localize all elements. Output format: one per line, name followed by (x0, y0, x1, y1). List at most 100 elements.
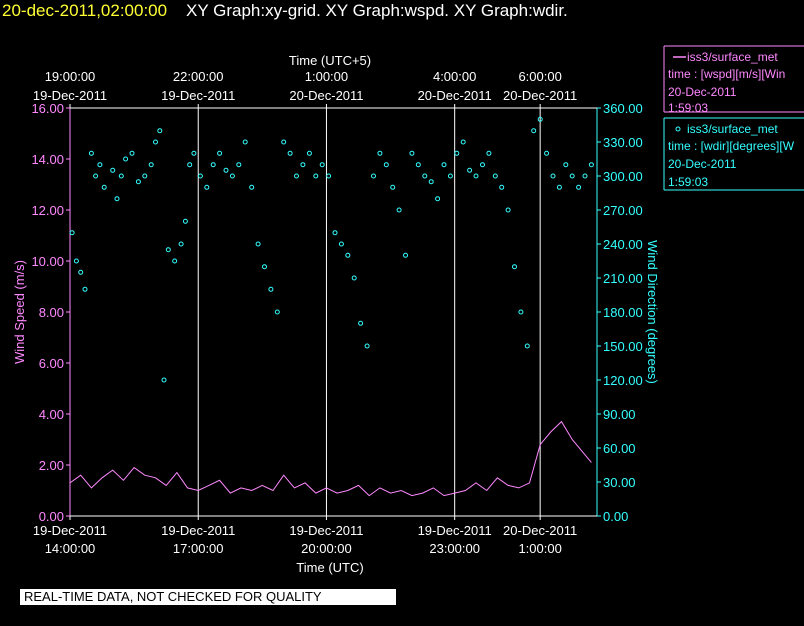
top-tick-time-3: 4:00:00 (433, 69, 476, 84)
graph-header: 20-dec-2011,02:00:00 XY Graph:xy-grid. X… (2, 1, 568, 21)
series-wdir-point-81 (556, 184, 562, 190)
series-wdir-point-22 (182, 218, 188, 224)
series-wdir-point-45 (326, 173, 332, 179)
series-wdir-point-63 (441, 162, 447, 168)
bottom-tick-date-1: 19-Dec-2011 (161, 523, 235, 538)
series-wdir-point-39 (287, 150, 293, 156)
series-wdir-point-37 (274, 309, 280, 315)
series-wdir-point-48 (345, 252, 351, 258)
series-wdir-point-56 (396, 207, 402, 213)
left-tick-label-0: 0.00 (39, 509, 64, 524)
bottom-axis-label: Time (UTC) (296, 560, 363, 575)
series-wdir-point-60 (422, 173, 428, 179)
legend-wdir-swatch (675, 126, 681, 132)
series-wdir-point-47 (338, 241, 344, 247)
right-tick-label-10: 300.00 (603, 169, 643, 184)
left-tick-label-2: 4.00 (39, 407, 64, 422)
series-wdir-point-23 (187, 162, 193, 168)
series-wdir-point-25 (197, 173, 203, 179)
series-wdir-point-82 (563, 162, 569, 168)
series-wdir-point-76 (524, 343, 530, 349)
right-tick-label-2: 60.00 (603, 441, 636, 456)
right-tick-label-6: 180.00 (603, 305, 643, 320)
bottom-tick-time-2: 20:00:00 (301, 541, 352, 556)
series-wdir-point-27 (210, 162, 216, 168)
series-wdir-point-44 (319, 162, 325, 168)
series-wdir-point-40 (294, 173, 299, 179)
series-wdir-point-1 (73, 258, 79, 264)
series-wdir-point-80 (550, 173, 556, 179)
series-wdir-point-31 (236, 162, 242, 168)
left-tick-label-8: 16.00 (31, 101, 64, 116)
bottom-tick-time-3: 23:00:00 (429, 541, 480, 556)
series-wdir-point-65 (454, 150, 460, 156)
top-tick-date-4: 20-Dec-2011 (503, 88, 577, 103)
left-tick-label-1: 2.00 (39, 458, 64, 473)
top-tick-time-2: 1:00:00 (305, 69, 348, 84)
left-tick-label-5: 10.00 (31, 254, 64, 269)
right-tick-label-12: 360.00 (603, 101, 643, 116)
right-axis-label: Wind Direction (degrees) (645, 240, 660, 384)
series-wdir-point-15 (148, 162, 154, 168)
series-wdir-point-38 (281, 139, 287, 145)
series-wdir-point-86 (588, 162, 594, 168)
series-wdir-point-67 (467, 167, 473, 173)
legend-wdir-line1: iss3/surface_met (687, 122, 778, 136)
series-wdir-point-49 (351, 275, 357, 281)
legend-wspd-line2: time : [wspd][m/s][Win (668, 67, 785, 81)
right-tick-label-1: 30.00 (603, 475, 636, 490)
series-wdir-point-41 (300, 162, 306, 168)
header-timestamp: 20-dec-2011,02:00:00 (2, 1, 168, 20)
series-wdir-point-84 (576, 184, 582, 190)
legend-wdir-line3: 20-Dec-2011 (668, 157, 737, 171)
legend-wdir-line4: 1:59:03 (668, 175, 708, 189)
series-wdir-point-14 (142, 173, 148, 179)
right-tick-label-5: 150.00 (603, 339, 643, 354)
right-tick-label-4: 120.00 (603, 373, 643, 388)
top-tick-date-0: 19-Dec-2011 (33, 88, 107, 103)
top-tick-time-4: 6:00:00 (518, 69, 561, 84)
series-wdir-point-77 (531, 128, 537, 134)
series-wdir-point-32 (242, 139, 248, 145)
top-tick-date-1: 19-Dec-2011 (161, 88, 235, 103)
series-wdir-point-34 (255, 241, 261, 247)
legend-wspd-line3: 20-Dec-2011 (668, 85, 737, 99)
series-wdir-point-26 (204, 184, 210, 190)
series-wdir-point-53 (377, 150, 383, 156)
legend-wdir-line2: time : [wdir][degrees][W (668, 139, 795, 153)
series-wdir-point-78 (537, 116, 543, 122)
series-wdir-point-5 (93, 173, 99, 179)
bottom-tick-date-2: 19-Dec-2011 (289, 523, 363, 538)
right-tick-label-7: 210.00 (603, 271, 643, 286)
legend-wspd-line4: 1:59:03 (668, 101, 708, 115)
series-wdir-point-33 (249, 184, 255, 190)
bottom-tick-time-1: 17:00:00 (173, 541, 224, 556)
series-wdir-point-18 (161, 377, 167, 383)
series-wdir-point-42 (306, 150, 312, 156)
series-wdir-point-75 (518, 309, 524, 315)
series-wdir-point-24 (191, 150, 197, 156)
series-wdir-point-3 (82, 286, 88, 292)
series-wdir-point-55 (390, 184, 396, 190)
bottom-tick-date-3: 19-Dec-2011 (418, 523, 492, 538)
right-tick-label-8: 240.00 (603, 237, 643, 252)
series-wdir-point-10 (118, 173, 124, 179)
series-wdir-point-73 (505, 207, 511, 213)
top-tick-date-2: 20-Dec-2011 (289, 88, 363, 103)
top-tick-time-0: 19:00:00 (45, 69, 96, 84)
series-wdir-point-11 (123, 156, 129, 162)
series-wdir-point-6 (97, 162, 103, 168)
series-wdir-point-66 (460, 139, 466, 145)
series-wdir-point-29 (223, 167, 229, 173)
series-wdir-point-8 (110, 167, 116, 173)
left-axis-label: Wind Speed (m/s) (12, 260, 27, 364)
right-tick-label-0: 0.00 (603, 509, 628, 524)
series-wdir-point-7 (101, 184, 107, 190)
series-wdir-point-12 (129, 150, 135, 156)
legend: iss3/surface_met time : [wspd][m/s][Win … (663, 45, 804, 191)
legend-wspd-line1: iss3/surface_met (687, 50, 778, 64)
series-wdir-point-13 (135, 179, 141, 185)
series-wdir-point-9 (114, 196, 120, 202)
header-graph-list: XY Graph:xy-grid. XY Graph:wspd. XY Grap… (186, 1, 568, 20)
